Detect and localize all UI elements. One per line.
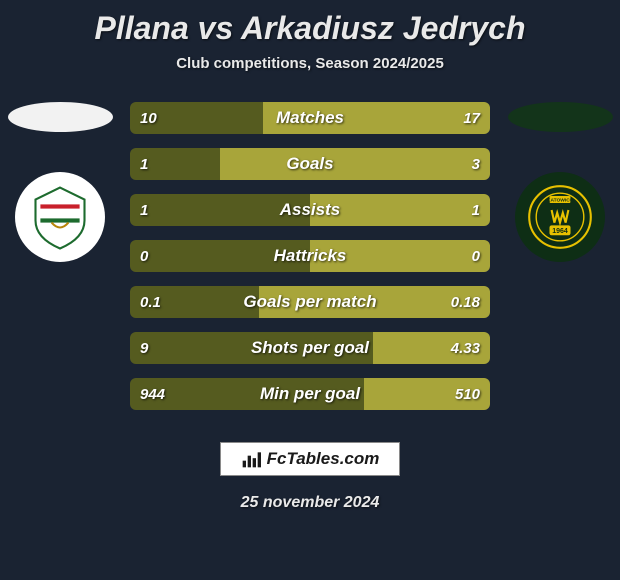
metric-left-segment bbox=[130, 240, 310, 272]
metric-left-segment bbox=[130, 148, 220, 180]
metric-row: Hattricks00 bbox=[130, 240, 490, 272]
metric-row: Matches1017 bbox=[130, 102, 490, 134]
metric-row: Goals per match0.10.18 bbox=[130, 286, 490, 318]
brand-label: FcTables.com bbox=[267, 449, 380, 469]
metric-row: Min per goal944510 bbox=[130, 378, 490, 410]
metric-right-segment bbox=[364, 378, 490, 410]
left-accent-oval bbox=[8, 102, 113, 132]
metric-right-segment bbox=[259, 286, 490, 318]
svg-text:KATOWICE: KATOWICE bbox=[547, 198, 574, 204]
metric-right-segment bbox=[220, 148, 490, 180]
metric-right-segment bbox=[310, 194, 490, 226]
left-club-icon bbox=[25, 182, 95, 252]
metric-left-segment bbox=[130, 332, 373, 364]
metric-left-segment bbox=[130, 194, 310, 226]
comparison-panel: KATOWICE 1964 Matches1017 Goals13 Assists1… bbox=[0, 102, 620, 422]
left-club-badge bbox=[15, 172, 105, 262]
metric-right-segment bbox=[373, 332, 490, 364]
metric-bars: Matches1017 Goals13 Assists11 Hattricks00 Go… bbox=[130, 102, 490, 410]
metric-right-segment bbox=[263, 102, 490, 134]
metric-right-segment bbox=[310, 240, 490, 272]
metric-row: Shots per goal94.33 bbox=[130, 332, 490, 364]
footer-date: 25 november 2024 bbox=[0, 494, 620, 512]
metric-row: Goals13 bbox=[130, 148, 490, 180]
brand-footer[interactable]: FcTables.com bbox=[220, 442, 401, 476]
subtitle: Club competitions, Season 2024/2025 bbox=[0, 55, 620, 72]
right-accent-oval bbox=[508, 102, 613, 132]
metric-left-segment bbox=[130, 378, 364, 410]
svg-text:1964: 1964 bbox=[552, 228, 568, 235]
page-title: Pllana vs Arkadiusz Jedrych bbox=[0, 10, 620, 47]
bar-chart-icon bbox=[241, 449, 261, 469]
metric-row: Assists11 bbox=[130, 194, 490, 226]
right-club-icon: KATOWICE 1964 bbox=[525, 182, 595, 252]
metric-left-segment bbox=[130, 102, 263, 134]
right-club-badge: KATOWICE 1964 bbox=[515, 172, 605, 262]
metric-left-segment bbox=[130, 286, 259, 318]
